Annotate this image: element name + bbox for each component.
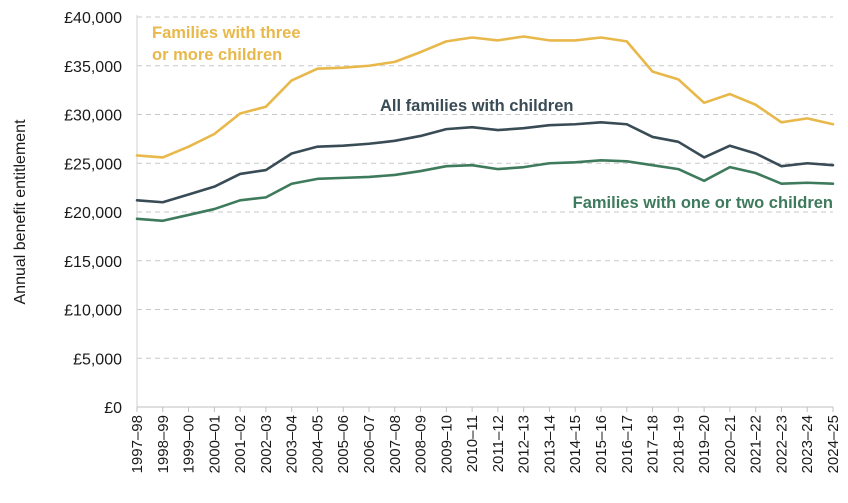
x-tick-label: 2000–01 xyxy=(206,415,223,473)
y-axis-title: Annual benefit entitlement xyxy=(12,119,29,305)
gridlines xyxy=(137,16,833,359)
x-tick-label: 2002–03 xyxy=(258,415,275,473)
x-axis xyxy=(136,15,834,412)
series-label: All families with children xyxy=(380,97,573,115)
x-tick-label: 2016–17 xyxy=(619,415,636,473)
x-tick-label: 2020–21 xyxy=(722,415,739,473)
x-tick-label: 2001–02 xyxy=(232,415,249,473)
series-line xyxy=(135,159,835,223)
series-line xyxy=(135,121,835,204)
y-tick-label: £35,000 xyxy=(64,59,122,76)
series-label: or more children xyxy=(152,46,282,64)
series-lines xyxy=(135,35,835,223)
x-tick-label: 2004–05 xyxy=(309,415,326,473)
x-tick-label: 2022–23 xyxy=(773,415,790,473)
x-tick-label: 2019–20 xyxy=(696,415,713,473)
x-tick-label: 2013–14 xyxy=(541,415,558,473)
y-tick-label: £25,000 xyxy=(64,156,122,173)
y-tick-label: £40,000 xyxy=(64,10,122,27)
series-line xyxy=(135,35,835,159)
y-tick-label: £0 xyxy=(104,400,122,417)
x-tick-label: 2009–10 xyxy=(438,415,455,473)
x-tick-label: 2018–19 xyxy=(670,415,687,473)
x-tick-label: 2011–12 xyxy=(490,415,507,472)
x-tick-label: 2024–25 xyxy=(825,415,842,473)
y-tick-label: £10,000 xyxy=(64,303,122,320)
x-tick-label: 2015–16 xyxy=(593,415,610,473)
x-tick-label: 2007–08 xyxy=(387,415,404,473)
x-tick-label: 2003–04 xyxy=(284,415,301,473)
series-label: Families with three xyxy=(152,24,301,42)
y-axis-tick-labels: £0 £5,000 £10,000 £15,000 £20,000 £25,000 £30,… xyxy=(64,10,122,417)
y-tick-label: £30,000 xyxy=(64,108,122,125)
x-tick-label: 2006–07 xyxy=(361,415,378,473)
x-tick-label: 2005–06 xyxy=(335,415,352,473)
x-tick-label: 2008–09 xyxy=(413,415,430,473)
series-label: Families with one or two children xyxy=(573,194,833,212)
x-tick-label: 1998–99 xyxy=(155,415,172,473)
y-tick-label: £15,000 xyxy=(64,254,122,271)
x-tick-label: 2021–22 xyxy=(748,415,765,473)
x-tick-label: 2012–13 xyxy=(516,415,533,473)
y-tick-label: £5,000 xyxy=(73,351,122,368)
x-tick-label: 2014–15 xyxy=(567,415,584,473)
x-tick-label: 1997–98 xyxy=(129,415,146,473)
x-tick-label: 2023–24 xyxy=(799,415,816,473)
x-axis-tick-labels: 1997–98 1998–99 1999–00 2000–01 2001–02 2002–… xyxy=(129,415,842,473)
x-tick-label: 1999–00 xyxy=(181,415,198,473)
x-tick-label: 2017–18 xyxy=(645,415,662,473)
series-labels: Families with three or more children All f… xyxy=(152,24,833,212)
x-tick-label: 2010–11 xyxy=(464,415,481,472)
y-tick-label: £20,000 xyxy=(64,205,122,222)
